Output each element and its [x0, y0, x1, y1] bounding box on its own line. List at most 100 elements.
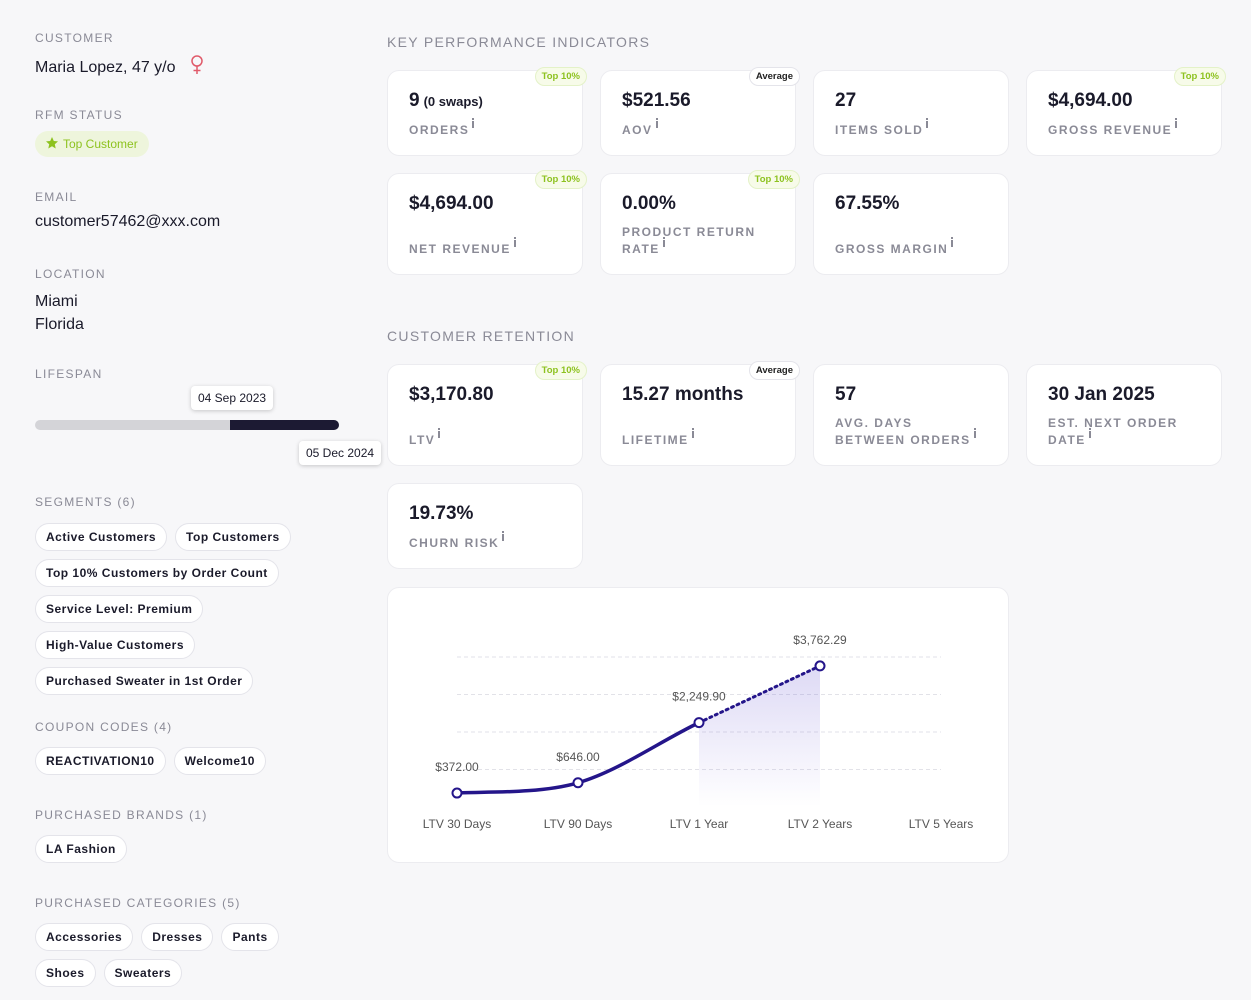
info-icon [502, 531, 505, 541]
value-text: 57 [835, 384, 857, 405]
value-text: $3,170.80 [409, 384, 494, 405]
chip: Top 10% Customers by Order Count [35, 559, 279, 587]
kpi-badge: Average [748, 67, 800, 86]
info-icon [691, 428, 694, 438]
kpi-value: 15.27 months [622, 384, 774, 406]
customer-name: Maria Lopez, 47 y/o [35, 55, 204, 77]
value-text: 15.27 months [622, 384, 744, 405]
brand-list: LA Fashion [35, 835, 335, 871]
coupons-label: COUPON CODES (4) [35, 720, 173, 734]
kpi-badge: Average [748, 361, 800, 380]
kpi-value: $4,694.00 [409, 193, 561, 215]
kpi-card: $4,694.00 NET REVENUE Top 10% [387, 170, 587, 275]
x-tick-label: LTV 2 Years [788, 817, 853, 831]
data-label: $646.00 [556, 750, 600, 764]
kpi-badge: Top 10% [747, 170, 800, 189]
value-text: 19.73% [409, 503, 474, 524]
kpi-card: 57 AVG. DAYS BETWEEN ORDERS [813, 364, 1009, 466]
location-value: Miami Florida [35, 290, 84, 336]
info-icon [472, 118, 475, 128]
lifespan-range [230, 420, 339, 430]
value-text: $4,694.00 [1048, 90, 1133, 111]
rfm-label: RFM STATUS [35, 108, 123, 122]
kpi-label: NET REVENUE [409, 237, 561, 257]
data-point [814, 660, 826, 672]
info-icon [655, 118, 658, 128]
x-tick-label: LTV 30 Days [423, 817, 491, 831]
kpi-badge: Top 10% [534, 67, 587, 86]
chip: Pants [221, 923, 279, 951]
kpi-value: 57 [835, 384, 987, 406]
kpi-value: $3,170.80 [409, 384, 561, 406]
ltv-chart-card: LTV 30 Days LTV 90 Days LTV 1 Year LTV 2 Ye… [387, 587, 1009, 863]
lifespan-end: 05 Dec 2024 [299, 441, 382, 465]
kpi-label: AOV [622, 118, 774, 138]
data-label: $2,249.90 [672, 690, 726, 704]
chip: Accessories [35, 923, 134, 951]
info-icon [1175, 118, 1178, 128]
chip: Welcome10 [173, 747, 266, 775]
kpi-label: EST. NEXT ORDER DATE [1048, 415, 1200, 448]
kpi-label: ITEMS SOLD [835, 118, 987, 138]
label-text: PRODUCT RETURN RATE [622, 225, 756, 256]
info-icon [951, 237, 954, 247]
kpi-card: 67.55% GROSS MARGIN [813, 173, 1009, 275]
value-text: 9 [409, 90, 420, 111]
lifespan-track [35, 420, 339, 430]
info-icon [513, 237, 516, 247]
info-icon [973, 428, 976, 438]
value-text: 67.55% [835, 193, 900, 214]
value-text: 27 [835, 90, 857, 111]
kpi-card: $4,694.00 GROSS REVENUE Top 10% [1026, 67, 1226, 156]
chip: LA Fashion [35, 835, 127, 863]
kpi-value: 30 Jan 2025 [1048, 384, 1200, 406]
kpi-label: CHURN RISK [409, 531, 561, 551]
data-point [451, 787, 463, 799]
kpi-label: LIFETIME [622, 428, 774, 448]
kpi-label: LTV [409, 428, 561, 448]
email-label: EMAIL [35, 190, 78, 204]
ltv-chart: LTV 30 Days LTV 90 Days LTV 1 Year LTV 2 Ye… [423, 633, 974, 831]
kpi-card: 15.27 months LIFETIME Average [600, 361, 800, 466]
rfm-badge: Top Customer [35, 131, 149, 157]
chip: Shoes [35, 959, 96, 987]
chip: REACTIVATION10 [35, 747, 166, 775]
kpi-card: $3,170.80 LTV Top 10% [387, 361, 587, 466]
lifespan-start: 04 Sep 2023 [191, 386, 274, 410]
kpi-label: ORDERS [409, 118, 561, 138]
label-text: GROSS MARGIN [835, 242, 949, 256]
x-tick-label: LTV 1 Year [670, 817, 729, 831]
value-suffix: (0 swaps) [423, 94, 483, 109]
name: Maria Lopez, 47 y/o [35, 59, 176, 76]
kpi-value: 27 [835, 90, 987, 112]
customer-label: CUSTOMER [35, 31, 114, 45]
kpi-card: $521.56 AOV Average [600, 67, 800, 156]
area-fill [699, 665, 820, 807]
label-text: GROSS REVENUE [1048, 123, 1173, 137]
label-text: NET REVENUE [409, 242, 511, 256]
chip: Service Level: Premium [35, 595, 204, 623]
label-text: AVG. DAYS BETWEEN ORDERS [835, 416, 971, 447]
female-icon [191, 55, 203, 74]
star-icon [46, 137, 58, 149]
x-tick-label: LTV 5 Years [909, 817, 974, 831]
data-label: $3,762.29 [793, 633, 847, 647]
kpi-badge: Top 10% [534, 170, 587, 189]
data-label: $372.00 [435, 760, 479, 774]
value-text: 0.00% [622, 193, 676, 214]
kpi-card: 19.73% CHURN RISK [387, 483, 583, 569]
kpi-title: KEY PERFORMANCE INDICATORS [387, 34, 651, 50]
chip: Active Customers [35, 523, 168, 551]
retention-title: CUSTOMER RETENTION [387, 328, 576, 344]
kpi-badge: Top 10% [534, 361, 587, 380]
kpi-card: 0.00% PRODUCT RETURN RATE Top 10% [600, 170, 800, 275]
chip: Purchased Sweater in 1st Order [35, 667, 254, 695]
state: Florida [35, 316, 84, 333]
data-point [572, 777, 584, 789]
brands-label: PURCHASED BRANDS (1) [35, 808, 208, 822]
value-text: $521.56 [622, 90, 691, 111]
data-point [693, 717, 705, 729]
city: Miami [35, 293, 78, 310]
info-icon [1088, 428, 1091, 438]
